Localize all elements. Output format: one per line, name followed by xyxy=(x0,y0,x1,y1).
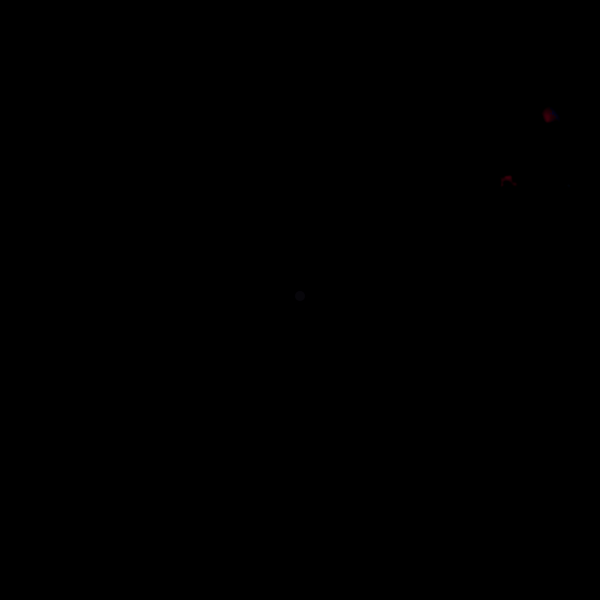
radar-velocity-plot xyxy=(0,0,600,600)
radar-display: Doppler Radar Base Velocity xyxy=(0,0,600,600)
